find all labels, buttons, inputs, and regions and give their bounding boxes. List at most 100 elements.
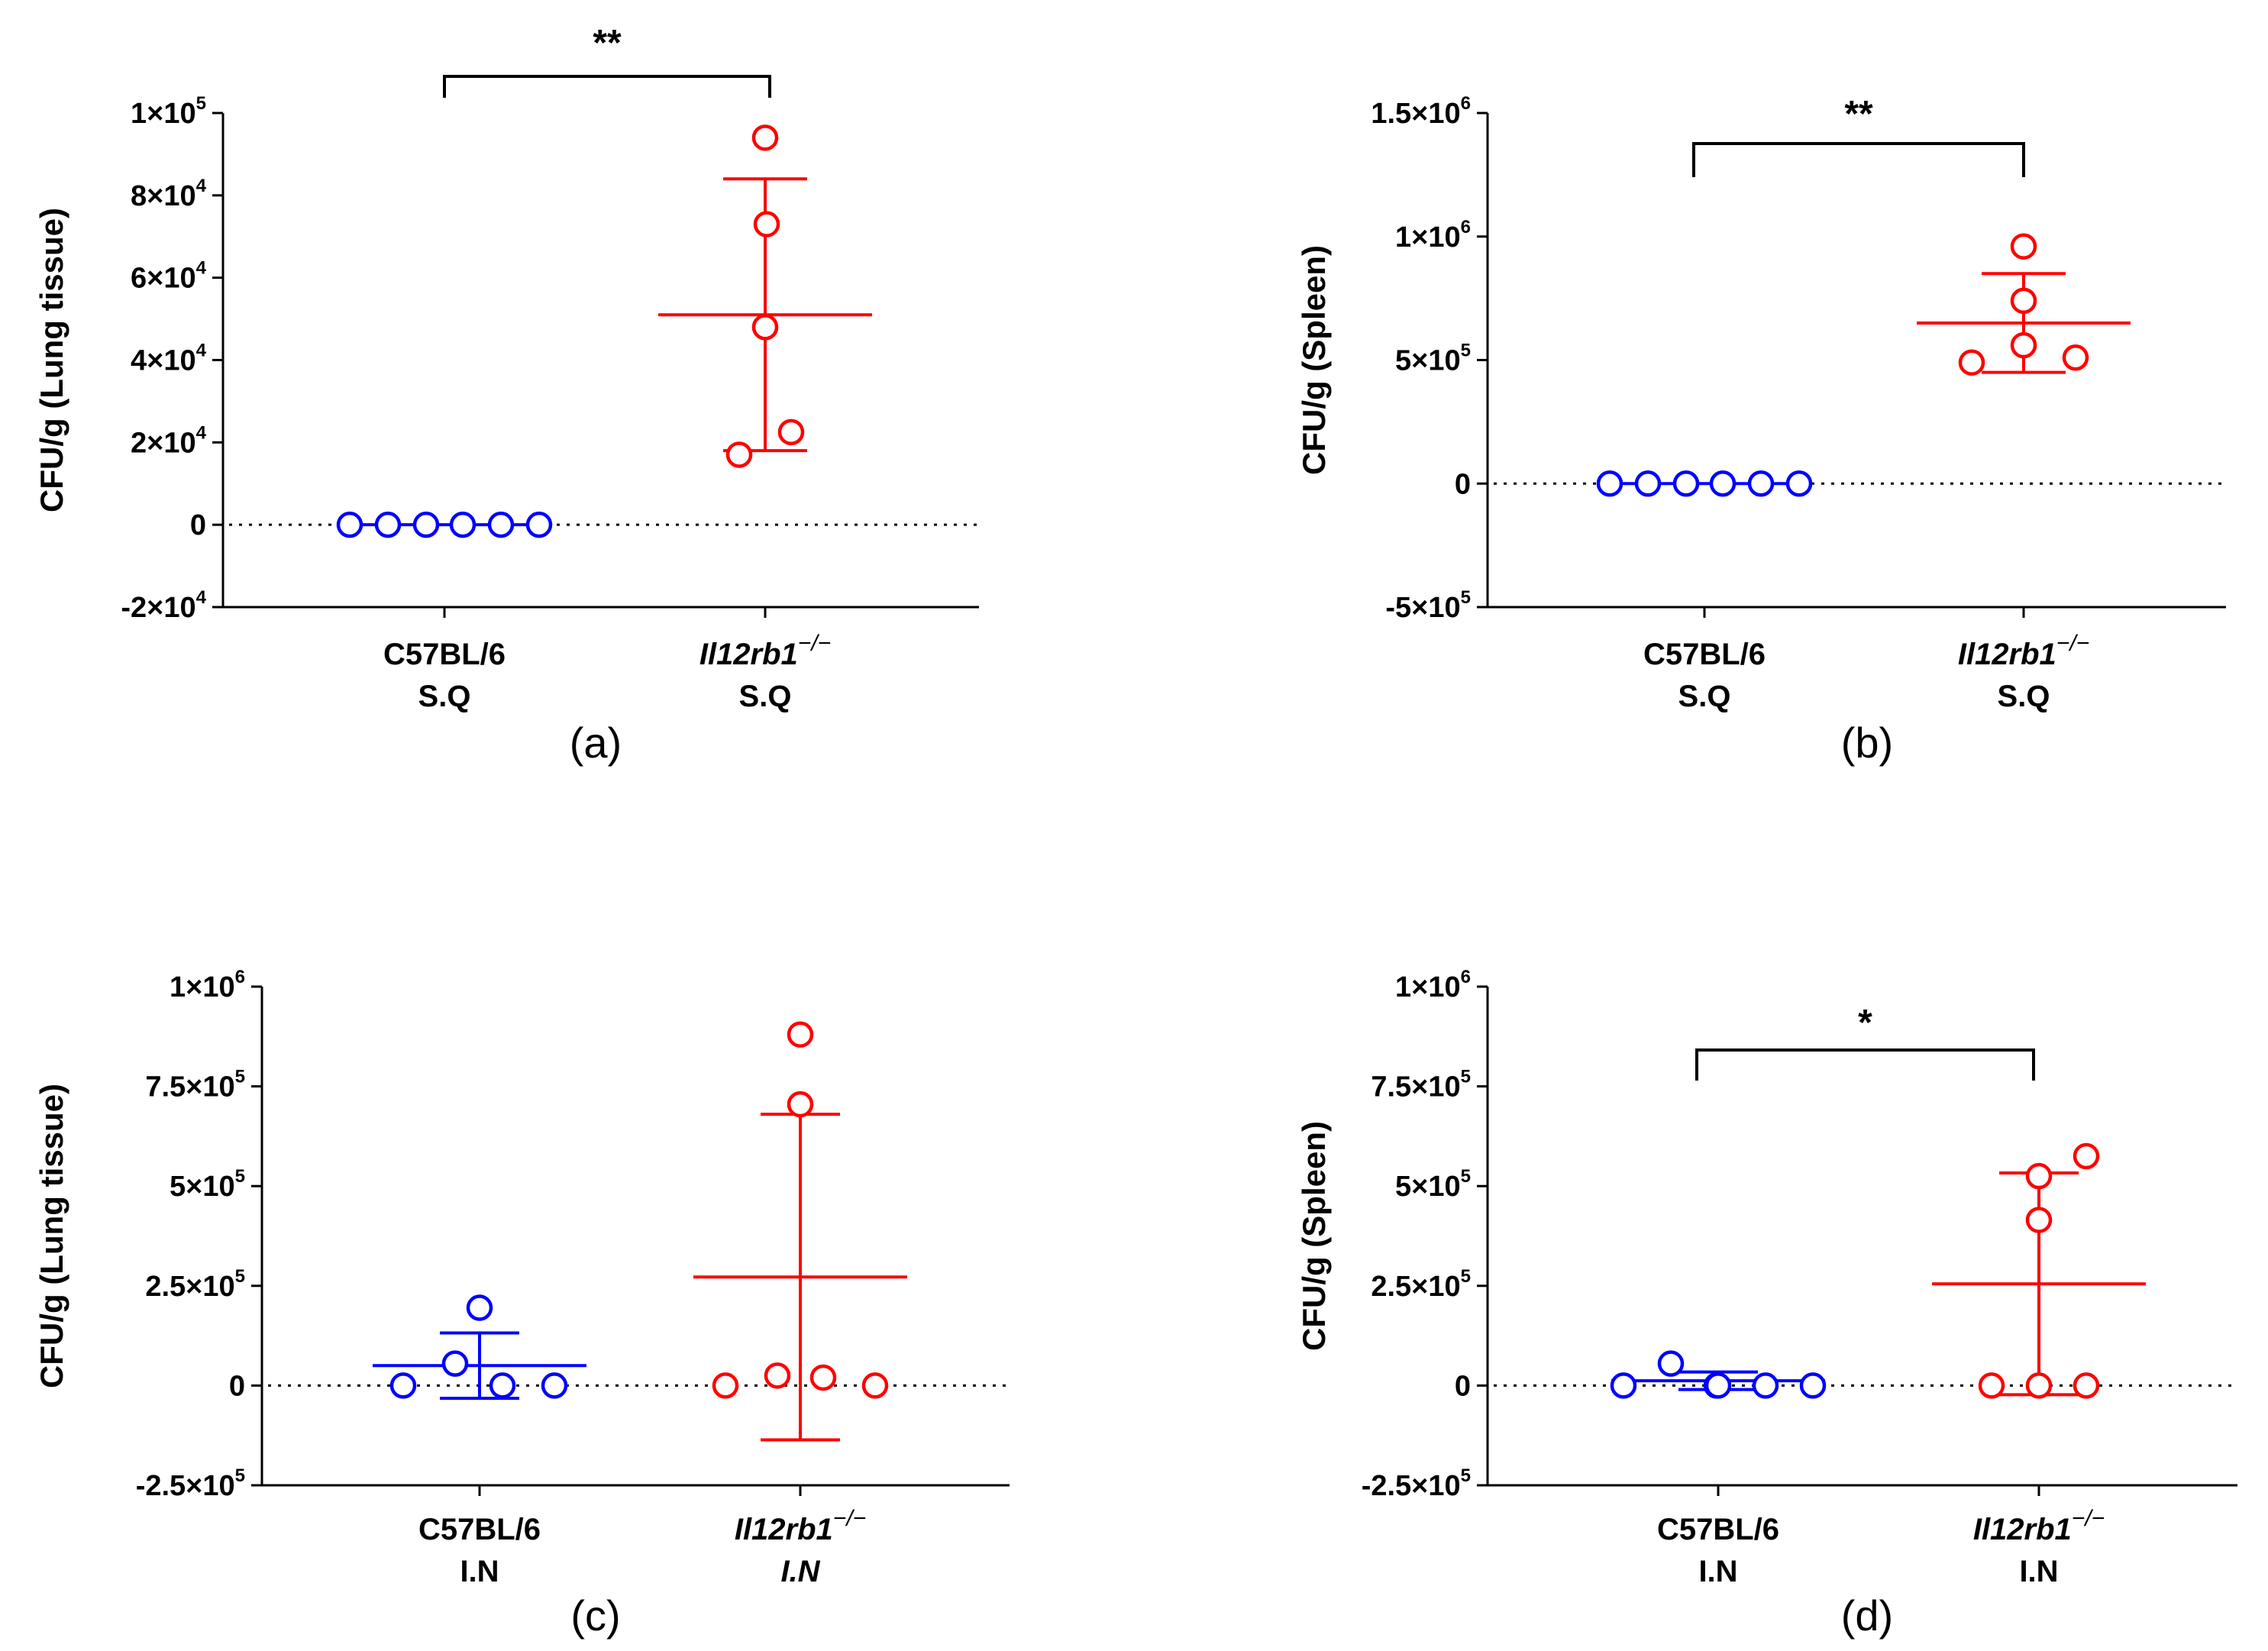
y-axis-label: CFU/g (Lung tissue) xyxy=(34,208,69,512)
y-tick-mantissa: 2.5×10 xyxy=(1371,1271,1460,1303)
y-tick-label: 1.5×106 xyxy=(1371,93,1471,130)
y-tick-mantissa: 5×10 xyxy=(1395,1171,1461,1203)
y-tick-exponent: 5 xyxy=(235,1067,245,1087)
data-point xyxy=(777,418,805,446)
significance-label: ** xyxy=(593,23,622,63)
data-point xyxy=(466,1294,493,1321)
y-tick-label: 5×105 xyxy=(1395,1166,1471,1203)
x-category-label: Il12rb1−/− xyxy=(699,631,831,671)
panel-label: (d) xyxy=(1841,1591,1893,1640)
y-tick-mantissa: 5×10 xyxy=(1395,345,1461,377)
data-point xyxy=(487,511,515,538)
x-category-label: C57BL/6 xyxy=(418,1513,541,1546)
y-tick-exponent: 4 xyxy=(196,422,207,443)
y-tick-exponent: 5 xyxy=(235,1266,245,1287)
y-tick-label: -5×105 xyxy=(1385,587,1471,624)
data-point xyxy=(449,511,477,538)
x-category-route: S.Q xyxy=(739,680,792,713)
y-tick-mantissa: 0 xyxy=(190,509,206,541)
y-tick-mantissa: 0 xyxy=(229,1370,245,1402)
category-name: Il12rb1 xyxy=(699,638,798,671)
y-tick-label: 7.5×105 xyxy=(1371,1067,1471,1103)
category-superscript: −/− xyxy=(2056,631,2089,656)
data-point xyxy=(1752,1372,1779,1399)
x-category-label: C57BL/6 xyxy=(383,638,506,671)
data-point xyxy=(1799,1372,1827,1399)
data-point xyxy=(2025,1207,2053,1233)
y-tick-exponent: 4 xyxy=(196,587,207,608)
y-tick-mantissa: 0 xyxy=(1455,1370,1471,1402)
y-tick-exponent: 5 xyxy=(1461,341,1471,361)
category-name: Il12rb1 xyxy=(735,1513,833,1546)
data-point xyxy=(753,211,780,237)
x-category-label: Il12rb1−/− xyxy=(1973,1506,2105,1546)
data-point xyxy=(1657,1350,1685,1377)
data-point xyxy=(712,1372,739,1399)
x-category-label: Il12rb1−/− xyxy=(735,1506,866,1546)
data-point xyxy=(541,1372,568,1399)
x-category-route: I.N xyxy=(1698,1555,1737,1588)
y-tick-label: 0 xyxy=(1455,468,1471,500)
y-tick-label: 8×104 xyxy=(131,176,207,212)
data-point xyxy=(2025,1162,2053,1190)
y-tick-label: 7.5×105 xyxy=(145,1067,245,1103)
x-category-route: S.Q xyxy=(1678,680,1731,713)
y-tick-exponent: 4 xyxy=(196,341,207,361)
y-tick-label: 1×105 xyxy=(131,93,206,130)
data-point xyxy=(1704,1372,1732,1399)
y-tick-label: 6×104 xyxy=(131,258,207,295)
y-tick-exponent: 5 xyxy=(1461,1266,1471,1287)
y-axis-label: CFU/g (Spleen) xyxy=(1296,245,1332,475)
y-tick-label: 5×105 xyxy=(170,1166,245,1203)
x-category-route: S.Q xyxy=(1998,680,2050,713)
category-superscript: −/− xyxy=(833,1506,866,1531)
x-category-route: I.N xyxy=(2019,1555,2058,1588)
y-tick-exponent: 6 xyxy=(1461,967,1471,987)
y-tick-mantissa: 7.5×10 xyxy=(145,1071,234,1103)
y-tick-mantissa: 1×10 xyxy=(1395,221,1461,254)
y-tick-exponent: 6 xyxy=(1461,93,1471,114)
y-tick-exponent: 5 xyxy=(235,1465,245,1486)
data-point xyxy=(525,511,553,538)
y-tick-exponent: 6 xyxy=(1461,217,1471,237)
data-point xyxy=(1958,349,1985,376)
y-tick-exponent: 6 xyxy=(235,967,245,987)
y-tick-exponent: 4 xyxy=(196,258,207,279)
y-tick-label: 2.5×105 xyxy=(1371,1266,1471,1303)
data-point xyxy=(764,1362,791,1389)
category-name: C57BL/6 xyxy=(418,1513,541,1546)
y-tick-mantissa: 6×10 xyxy=(131,263,196,295)
x-category-route: S.Q xyxy=(418,680,471,713)
data-point xyxy=(787,1021,814,1048)
y-tick-mantissa: 1×10 xyxy=(131,98,196,130)
y-tick-mantissa: 2.5×10 xyxy=(145,1271,234,1303)
data-point xyxy=(489,1372,516,1399)
y-tick-exponent: 5 xyxy=(1461,1067,1471,1087)
data-point xyxy=(441,1350,469,1377)
y-tick-label: 0 xyxy=(229,1370,245,1402)
data-point xyxy=(374,511,402,538)
y-tick-label: 1×106 xyxy=(1395,217,1471,254)
significance-label: * xyxy=(1858,1003,1872,1043)
y-tick-label: 5×105 xyxy=(1395,341,1471,377)
significance-bracket xyxy=(1692,142,2025,177)
data-point xyxy=(2073,1372,2100,1399)
data-point xyxy=(1634,470,1662,497)
data-point xyxy=(2010,233,2037,260)
y-tick-mantissa: 2×10 xyxy=(131,427,196,459)
category-name: C57BL/6 xyxy=(383,638,506,671)
y-tick-label: 1×106 xyxy=(1395,967,1471,1003)
category-name: Il12rb1 xyxy=(1973,1513,2072,1546)
y-tick-label: 2×104 xyxy=(131,422,207,459)
y-tick-exponent: 5 xyxy=(1461,587,1471,608)
y-tick-exponent: 5 xyxy=(235,1166,245,1187)
category-superscript: −/− xyxy=(2072,1506,2105,1531)
y-tick-exponent: 4 xyxy=(196,176,207,196)
data-point xyxy=(1978,1372,2005,1399)
data-point xyxy=(751,124,779,151)
y-axis-label: CFU/g (Spleen) xyxy=(1296,1121,1332,1351)
